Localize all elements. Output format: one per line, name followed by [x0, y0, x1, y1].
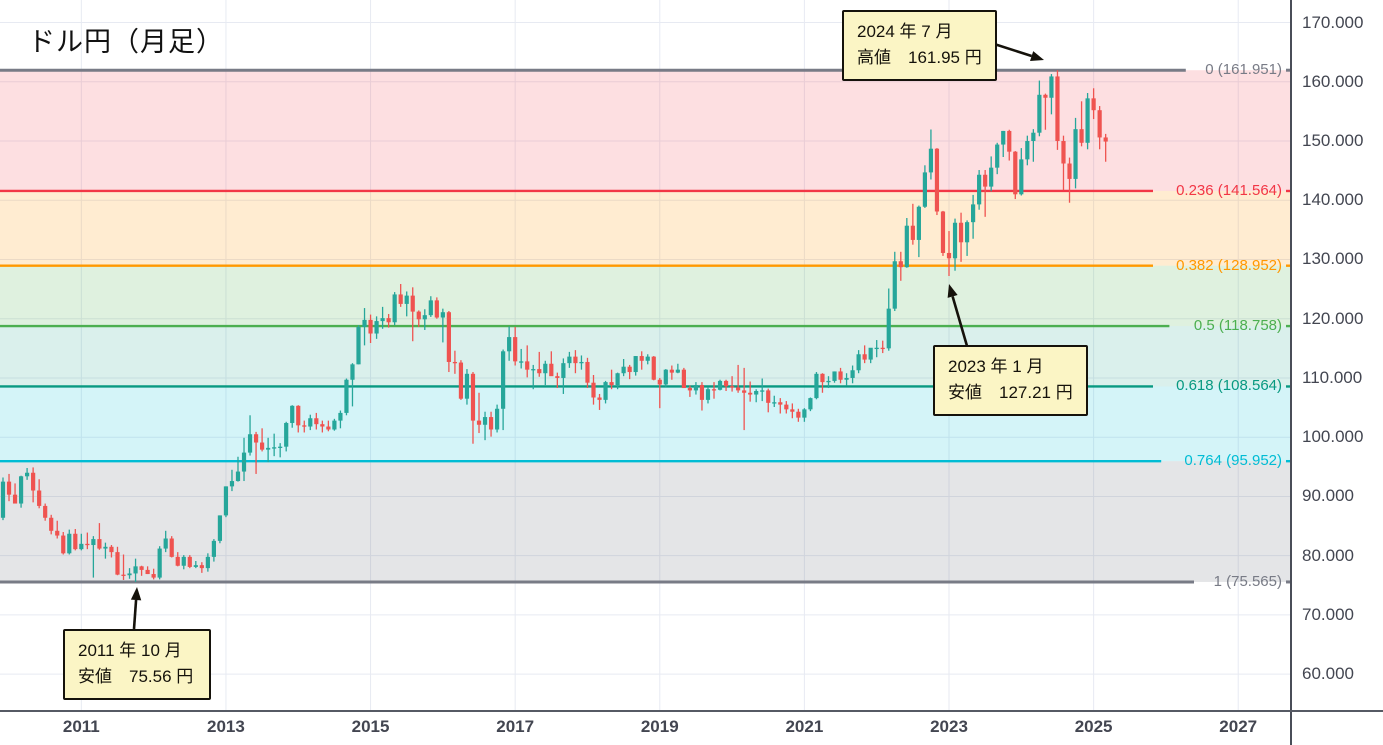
fib-bands [0, 70, 1290, 582]
annotation-value: 高値 161.95 円 [857, 48, 982, 67]
fib-level-label: 0.764 (95.952) [1184, 452, 1282, 470]
price-axis-label: 140.000 [1302, 190, 1364, 210]
time-axis-label: 2017 [496, 717, 535, 736]
candlestick-series [0, 70, 1108, 582]
fib-level-label: 0 (161.951) [1205, 61, 1282, 79]
annotation-value: 安値 75.56 円 [78, 667, 194, 686]
price-axis-label: 90.000 [1302, 486, 1354, 506]
price-axis-label: 80.000 [1302, 545, 1354, 565]
price-axis-label: 130.000 [1302, 249, 1364, 269]
price-axis-label: 120.000 [1302, 308, 1364, 328]
annotation-date: 2023 年 1 月 [948, 357, 1044, 376]
fib-level-label: 0.382 (128.952) [1176, 256, 1282, 274]
time-axis-separator [0, 710, 1383, 712]
price-axis-separator [1290, 0, 1292, 745]
price-axis-label: 110.000 [1302, 367, 1363, 387]
price-axis-label: 100.000 [1302, 427, 1364, 447]
fib-level-label: 0.5 (118.758) [1193, 317, 1282, 335]
time-axis-label: 2019 [640, 717, 679, 736]
price-axis-label: 150.000 [1302, 131, 1364, 150]
annotation-date: 2011 年 10 月 [78, 641, 182, 660]
time-axis-label: 2013 [207, 717, 245, 736]
time-axis-label: 2025 [1074, 717, 1113, 736]
annotation-2011-low: 2011 年 10 月 安値 75.56 円 [63, 629, 211, 700]
annotation-value: 安値 127.21 円 [948, 383, 1073, 402]
price-axis-label: 160.000 [1302, 71, 1364, 91]
gridlines [0, 0, 1290, 710]
time-axis-label: 2023 [930, 717, 968, 736]
fib-level-label: 0.618 (108.564) [1176, 377, 1282, 395]
annotation-date: 2024 年 7 月 [857, 22, 953, 41]
price-axis-label: 70.000 [1302, 604, 1354, 624]
annotation-2023-low: 2023 年 1 月 安値 127.21 円 [933, 345, 1088, 416]
time-axis-label: 2015 [351, 717, 390, 736]
fib-level-label: 1 (75.565) [1213, 572, 1282, 590]
chart-title: ドル円（月足） [28, 27, 224, 57]
price-axis-label: 60.000 [1302, 664, 1354, 684]
fib-level-label: 0.236 (141.564) [1176, 181, 1282, 199]
price-axis-label: 170.000 [1302, 12, 1364, 32]
time-axis-label: 2021 [785, 717, 824, 736]
time-axis-label: 2027 [1219, 717, 1258, 736]
time-axis-label: 2011 [62, 717, 100, 736]
annotation-2024-high: 2024 年 7 月 高値 161.95 円 [842, 10, 997, 81]
